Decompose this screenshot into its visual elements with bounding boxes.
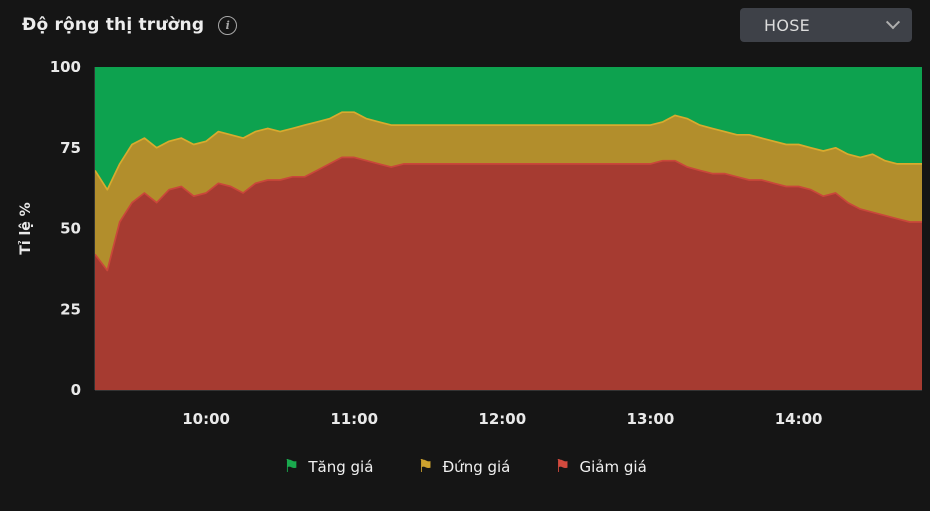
x-tick-label: 11:00	[330, 410, 378, 428]
area-dung-gia	[95, 112, 922, 271]
line-giam-gia	[94, 156, 922, 272]
x-tick-label: 14:00	[775, 410, 823, 428]
exchange-dropdown-value: HOSE	[764, 15, 811, 35]
flag-icon: ⚑	[283, 456, 300, 477]
page-title: Độ rộng thị trường	[22, 15, 205, 35]
legend-label: Giảm giá	[579, 458, 647, 476]
y-tick-label: 75	[60, 139, 81, 157]
x-tick-label: 12:00	[478, 410, 526, 428]
y-tick-label: 100	[50, 58, 81, 76]
legend-item-dung-gia[interactable]: ⚑ Đứng giá	[417, 456, 511, 477]
header-left: Độ rộng thị trường i	[22, 15, 238, 35]
y-axis-title: Tỉ lệ %	[18, 202, 34, 254]
chevron-down-icon	[885, 15, 901, 30]
x-tick-label: 13:00	[627, 410, 675, 428]
x-tick-label: 10:00	[182, 410, 230, 428]
y-tick-label: 0	[71, 381, 81, 399]
y-tick-label: 50	[60, 220, 81, 238]
area-tang-gia	[95, 67, 922, 190]
stacked-area-chart: 0 25 50 75 100 10:00 11:00 12:00 13:00 14:00 Tỉ lệ…	[18, 58, 922, 428]
info-icon[interactable]: i	[218, 15, 238, 35]
flag-icon: ⚑	[417, 456, 434, 477]
area-giam-gia	[95, 157, 922, 390]
widget-header: Độ rộng thị trường i HOSE	[0, 0, 930, 50]
flag-icon: ⚑	[554, 456, 571, 477]
legend-item-tang-gia[interactable]: ⚑ Tăng giá	[283, 456, 374, 477]
legend-label: Tăng giá	[308, 458, 374, 476]
line-dung-gia	[94, 111, 922, 191]
exchange-dropdown[interactable]: HOSE	[740, 8, 912, 42]
legend-label: Đứng giá	[442, 458, 511, 476]
legend-item-giam-gia[interactable]: ⚑ Giảm giá	[554, 456, 647, 477]
y-tick-label: 25	[60, 300, 81, 318]
chart-legend: ⚑ Tăng giá ⚑ Đứng giá ⚑ Giảm giá	[0, 456, 930, 477]
